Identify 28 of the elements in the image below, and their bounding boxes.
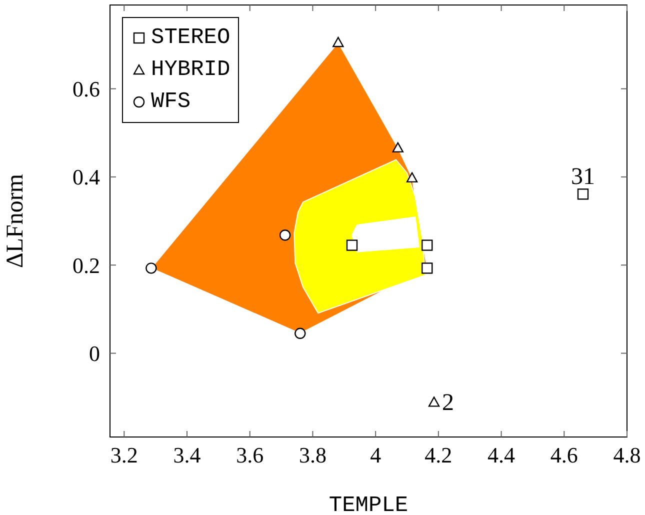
point (392, 142, 404, 152)
y-tick-label: 0 (89, 341, 100, 366)
point (428, 396, 440, 407)
legend-label: HYBRID (151, 56, 230, 84)
point (294, 328, 306, 340)
x-tick-label: 4.2 (424, 442, 452, 468)
y-axis-title: ΔLFnorm (2, 174, 29, 268)
point (279, 230, 291, 241)
x-tick-label: 3.8 (298, 442, 326, 468)
x-axis-title: TEMPLE (328, 493, 408, 515)
annotation: 31 (571, 164, 595, 190)
point (406, 172, 418, 182)
x-tick-label: 4.8 (613, 442, 641, 468)
point (422, 262, 433, 274)
legend-label: WFS (151, 88, 191, 116)
y-tick-label: 0.6 (72, 76, 100, 102)
x-tick-label: 4.4 (488, 442, 516, 468)
y-tick-label: 0.2 (72, 252, 100, 278)
x-tick-label: 3.2 (110, 442, 138, 468)
point (332, 36, 344, 48)
x-tick-label: 3.4 (173, 442, 201, 468)
annotation: 2 (442, 390, 454, 416)
legend-label: STEREO (151, 24, 230, 52)
x-tick-label: 4 (370, 442, 382, 468)
x-tick-label: 3.6 (236, 442, 264, 468)
point (346, 240, 358, 251)
y-tick-label: 0.4 (72, 164, 100, 190)
x-tick-label: 4.6 (550, 442, 578, 468)
